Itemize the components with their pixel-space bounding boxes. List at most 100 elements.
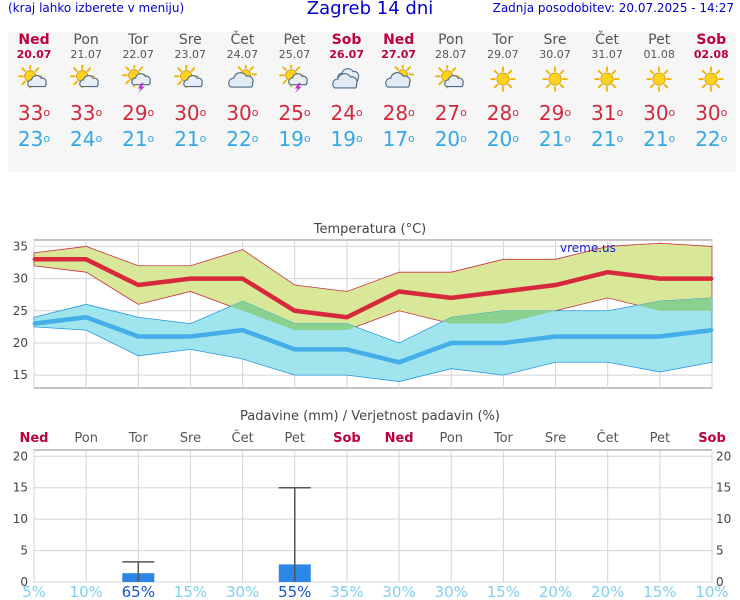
- day-column: Sre 30.07 29o 21o: [529, 32, 581, 151]
- day-name: Pet: [648, 32, 671, 48]
- data-point: [241, 277, 245, 281]
- y-tick-label: 10: [13, 512, 28, 526]
- sun-cloud-icon: [18, 65, 47, 89]
- data-point: [501, 289, 505, 293]
- data-point: [84, 315, 88, 319]
- y-tick-label-right: 15: [716, 481, 731, 495]
- max-temp: 33o: [17, 101, 51, 125]
- x-tick-label: Pet: [650, 431, 670, 446]
- day-name: Čet: [595, 32, 620, 48]
- min-temp: 17o: [382, 127, 415, 151]
- day-column: Ned 27.07 28o 17o: [373, 32, 425, 151]
- min-temp: 21o: [174, 127, 207, 151]
- y-tick-label: 5: [20, 544, 28, 558]
- plot-area: [33, 449, 713, 583]
- probability-label: 20%: [591, 583, 624, 600]
- data-point: [658, 335, 662, 339]
- watermark: vreme.us: [560, 241, 616, 255]
- data-point: [241, 328, 245, 332]
- day-name: Pon: [438, 32, 464, 48]
- max-temp: 30o: [643, 101, 676, 125]
- day-name: Sre: [543, 32, 567, 48]
- probability-label: 20%: [539, 583, 572, 600]
- x-tick-label: Sob: [333, 431, 361, 446]
- probability-label: 15%: [174, 583, 207, 600]
- data-point: [606, 270, 610, 274]
- day-date: 01.08: [643, 48, 675, 61]
- day-name: Tor: [127, 32, 149, 48]
- probability-label: 30%: [435, 583, 468, 600]
- data-point: [136, 283, 140, 287]
- day-name: Sob: [331, 32, 362, 48]
- max-temp: 33o: [70, 101, 103, 125]
- data-point: [345, 347, 349, 351]
- sun-cloud-icon: [174, 65, 204, 89]
- data-point: [658, 277, 662, 281]
- data-point: [449, 341, 453, 345]
- day-date: 02.08: [693, 48, 729, 61]
- day-date: 30.07: [539, 48, 571, 61]
- min-temp: 21o: [538, 127, 572, 151]
- day-name: Sre: [178, 32, 202, 48]
- x-tick-label: Tor: [493, 431, 514, 446]
- x-tick-label: Čet: [597, 430, 619, 446]
- last-update: Zadnja posodobitev: 20.07.2025 - 14:27: [492, 1, 734, 15]
- day-date: 22.07: [122, 48, 154, 61]
- y-tick-label: 30: [13, 272, 28, 286]
- day-date: 26.07: [329, 48, 364, 61]
- data-point: [397, 360, 401, 364]
- day-column: Pet 01.08 30o 21o: [633, 32, 685, 151]
- x-tick-label: Pet: [285, 431, 305, 446]
- probability-label: 10%: [695, 583, 728, 600]
- x-tick-label: Ned: [385, 431, 414, 446]
- sun-cloud-storm-icon: [122, 65, 151, 94]
- min-temp: 22o: [226, 127, 259, 151]
- max-temp: 30o: [226, 101, 259, 125]
- data-point: [554, 283, 558, 287]
- x-tick-label: Čet: [232, 430, 254, 446]
- data-point: [501, 341, 505, 345]
- y-tick-label-right: 5: [716, 544, 724, 558]
- day-name: Tor: [492, 32, 514, 48]
- precipitation-chart: Padavine (mm) / Verjetnost padavin (%) Ne…: [13, 409, 732, 600]
- max-temp: 29o: [122, 101, 155, 125]
- data-point: [345, 315, 349, 319]
- cloud-sun-icon: [228, 65, 258, 88]
- data-point: [449, 296, 453, 300]
- day-name: Ned: [383, 32, 415, 48]
- data-point: [188, 335, 192, 339]
- probability-label: 30%: [382, 583, 415, 600]
- chart-title: Padavine (mm) / Verjetnost padavin (%): [240, 409, 500, 424]
- data-point: [710, 328, 714, 332]
- x-tick-label: Pon: [439, 431, 463, 446]
- min-temp: 21o: [122, 127, 155, 151]
- probability-label: 30%: [226, 583, 259, 600]
- min-temp: 20o: [486, 127, 519, 151]
- max-temp: 24o: [330, 101, 363, 125]
- day-column: Pon 28.07 27o 20o: [425, 32, 477, 151]
- min-temp: 21o: [591, 127, 624, 151]
- day-column: Pon 21.07 33o 24o: [60, 32, 112, 151]
- data-point: [32, 322, 36, 326]
- sun-icon: [698, 66, 724, 92]
- day-date: 29.07: [487, 48, 519, 61]
- data-point: [606, 335, 610, 339]
- min-temp: 23o: [17, 127, 51, 151]
- day-name: Ned: [18, 32, 50, 48]
- x-tick-label: Sre: [180, 431, 201, 446]
- y-tick-label: 20: [13, 336, 28, 350]
- day-date: 24.07: [226, 48, 259, 61]
- max-temp: 30o: [695, 101, 728, 125]
- day-column: Ned 20.07 33o 23o: [8, 32, 60, 151]
- page-title: Zagreb 14 dni: [306, 0, 434, 19]
- chart-title: Temperatura (°C): [313, 222, 426, 237]
- day-column: Sob 02.08 30o 22o: [685, 32, 737, 151]
- data-point: [293, 309, 297, 313]
- sun-icon: [594, 66, 620, 92]
- y-tick-label: 15: [13, 368, 28, 382]
- probability-label: 65%: [122, 583, 155, 600]
- y-tick-label: 35: [13, 239, 28, 253]
- max-temp: 27o: [434, 101, 467, 125]
- y-tick-label-right: 20: [716, 449, 731, 463]
- day-column: Tor 22.07 29o 21o: [112, 32, 164, 151]
